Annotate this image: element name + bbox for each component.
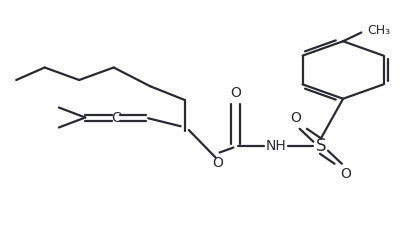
Text: O: O [230,86,240,100]
Text: O: O [212,156,222,170]
Text: NH: NH [265,139,286,153]
Text: S: S [315,137,325,155]
Text: CH₃: CH₃ [367,24,390,36]
Text: O: O [290,111,300,125]
Text: C: C [111,110,120,124]
Text: O: O [340,168,350,181]
